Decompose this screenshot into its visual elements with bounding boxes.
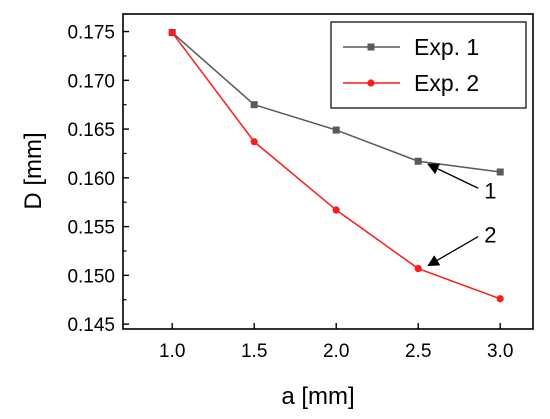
x-tick-label: 3.0 <box>487 341 513 362</box>
y-tick-label: 0.150 <box>67 266 115 287</box>
annotation-label: 1 <box>484 178 496 203</box>
data-point-exp2 <box>496 295 504 303</box>
legend-marker-exp1 <box>367 43 375 51</box>
plot-frame <box>122 13 534 330</box>
y-tick-label: 0.145 <box>67 315 115 336</box>
series-exp2 <box>168 28 504 303</box>
annotation-arrow <box>427 163 479 189</box>
x-axis-ticks: 1.0 1.5 2.0 2.5 3.0 <box>159 323 513 362</box>
x-tick-label: 1.5 <box>241 341 267 362</box>
y-axis-label: D [mm] <box>20 132 47 209</box>
x-tick-label: 2.5 <box>405 341 431 362</box>
y-tick-label: 0.155 <box>67 218 115 239</box>
data-point-exp1 <box>414 157 422 165</box>
data-point-exp1 <box>332 126 340 134</box>
legend-marker-exp2 <box>367 79 375 87</box>
y-tick-label: 0.160 <box>67 169 115 190</box>
legend-label-exp2: Exp. 2 <box>414 70 479 96</box>
legend: Exp. 1 Exp. 2 <box>330 21 527 109</box>
x-tick-label: 2.0 <box>323 341 349 362</box>
data-point-exp1 <box>250 101 258 109</box>
data-point-exp1 <box>496 168 504 176</box>
annotation-label: 2 <box>484 223 496 248</box>
y-tick-label: 0.170 <box>67 71 115 92</box>
y-axis-ticks: 0.145 0.150 0.155 0.160 0.165 0.170 0.175 <box>67 23 129 336</box>
legend-box <box>330 21 527 109</box>
annotation-arrow <box>427 235 479 267</box>
y-tick-label: 0.165 <box>67 120 115 141</box>
legend-label-exp1: Exp. 1 <box>414 34 479 60</box>
x-axis-label: a [mm] <box>281 383 354 410</box>
y-tick-label: 0.175 <box>67 23 115 44</box>
data-point-exp2 <box>332 206 340 214</box>
series-layer <box>168 28 504 303</box>
annotations: 12 <box>427 163 496 267</box>
x-tick-label: 1.0 <box>159 341 185 362</box>
data-point-exp2 <box>168 28 176 37</box>
data-point-exp2 <box>250 138 258 146</box>
data-point-exp2 <box>414 264 422 273</box>
